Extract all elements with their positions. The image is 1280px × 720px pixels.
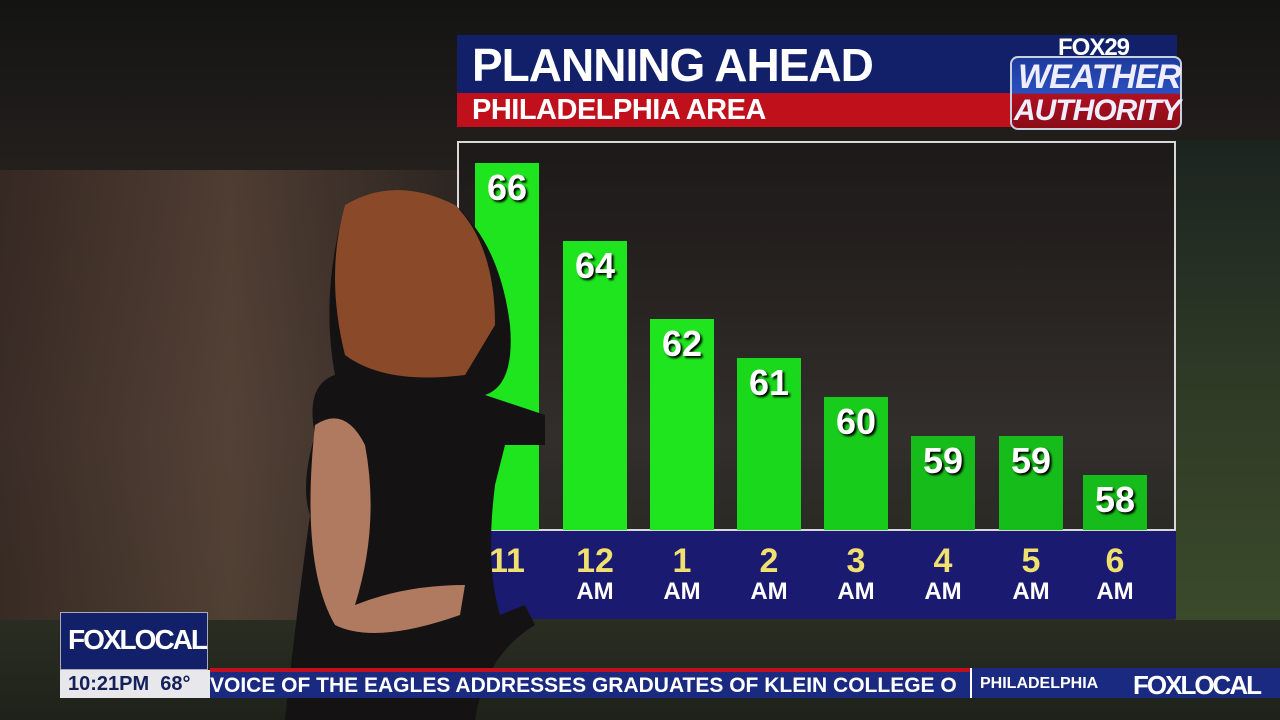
- hour-label: 12 AM: [555, 544, 635, 604]
- hour: 2: [759, 542, 779, 580]
- page-subtitle: PHILADELPHIA AREA: [472, 94, 766, 126]
- foxlocal-bug: [60, 612, 208, 670]
- ticker-location: PHILADELPHIA: [980, 675, 1099, 692]
- hour-label: 3 AM: [816, 544, 896, 604]
- temp-bar: [824, 397, 888, 530]
- hour-label: 1 AM: [642, 544, 722, 604]
- subtitle-bar: [457, 93, 1017, 127]
- clock-time: 10:21PM: [68, 673, 150, 695]
- page-title: PLANNING AHEAD: [472, 39, 874, 91]
- temp-bar: [650, 319, 714, 530]
- hour-label: 6 AM: [1075, 544, 1155, 604]
- presenter-silhouette: [285, 190, 545, 720]
- period: AM: [837, 578, 875, 605]
- temp-bar: [737, 358, 801, 530]
- foxlocal-logo: FOXLOCAL: [68, 624, 208, 655]
- hour: 1: [672, 542, 692, 580]
- temp-value-label: 66: [486, 167, 528, 209]
- time-temp: 10:21PM 68°: [68, 673, 191, 696]
- temp-value-label: 64: [574, 245, 616, 287]
- temp-value-label: 59: [1010, 440, 1052, 482]
- ticker-accent: [210, 668, 1280, 672]
- hour: 6: [1105, 542, 1125, 580]
- temp-bar: [1083, 475, 1147, 530]
- temp-value-label: 62: [661, 323, 703, 365]
- temp-value-label: 60: [835, 401, 877, 443]
- period: AM: [750, 578, 788, 605]
- period: AM: [1096, 578, 1134, 605]
- current-temp: 68°: [160, 673, 191, 695]
- time-temp-box: [60, 670, 210, 698]
- temp-value-label: 58: [1094, 479, 1136, 521]
- period: AM: [663, 578, 701, 605]
- weather-authority-logo: FOX29 WEATHER AUTHORITY: [1008, 34, 1184, 132]
- hour: 5: [1021, 542, 1041, 580]
- x-axis-panel: [457, 531, 1176, 619]
- hour: 4: [933, 542, 953, 580]
- hour: 11: [489, 542, 525, 580]
- hour-label: 11: [467, 544, 547, 580]
- location-box: [970, 668, 1280, 698]
- hour-label: 2 AM: [729, 544, 809, 604]
- temp-bar: [911, 436, 975, 530]
- period: AM: [1012, 578, 1050, 605]
- hour-label: 5 AM: [991, 544, 1071, 604]
- hour-label: 4 AM: [903, 544, 983, 604]
- ticker-headline: VOICE OF THE EAGLES ADDRESSES GRADUATES …: [210, 674, 957, 697]
- period: AM: [576, 578, 614, 605]
- background-trees: [1175, 140, 1280, 620]
- temp-bar: [999, 436, 1063, 530]
- hour: 3: [846, 542, 866, 580]
- ticker-foxlocal-logo: FOXLOCAL: [1133, 670, 1262, 700]
- hour: 12: [576, 542, 614, 580]
- period: AM: [924, 578, 962, 605]
- temp-bar: [563, 241, 627, 530]
- news-ticker: VOICE OF THE EAGLES ADDRESSES GRADUATES …: [210, 672, 970, 698]
- temp-value-label: 61: [748, 362, 790, 404]
- temp-value-label: 59: [922, 440, 964, 482]
